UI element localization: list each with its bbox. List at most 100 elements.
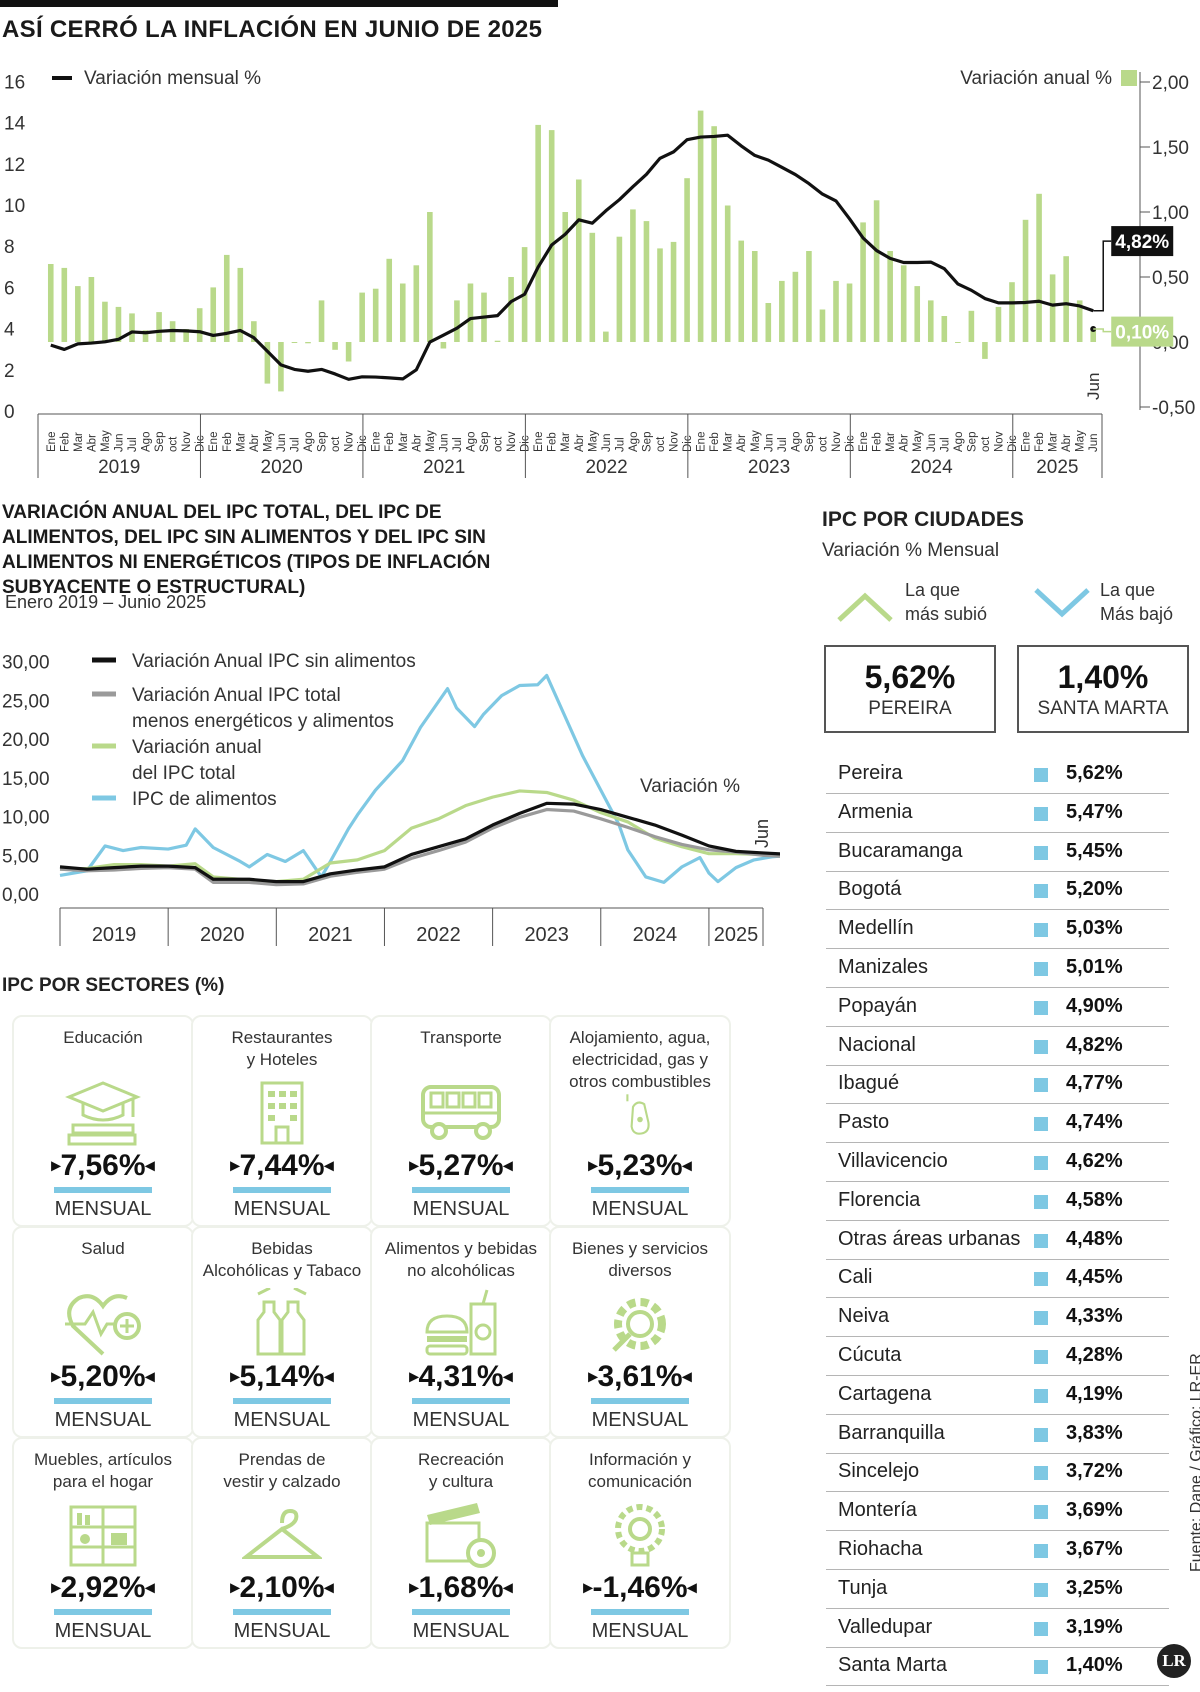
bar-label-leader	[1093, 328, 1112, 333]
month-tick: May	[750, 430, 762, 452]
month-tick: Ago	[465, 432, 477, 452]
city-row: Ibagué 4,77%	[826, 1066, 1169, 1105]
month-tick: Sep	[804, 432, 816, 452]
month-tick: Jul	[777, 437, 789, 452]
y-tick: 30,00	[2, 653, 50, 674]
sector-value-text: -1,46%	[592, 1571, 688, 1604]
city-marker	[1034, 1311, 1048, 1326]
city-marker	[1034, 1350, 1048, 1364]
sector-name-line: Educación	[63, 1028, 143, 1047]
sector-name-line: comunicación	[588, 1472, 692, 1491]
bar	[846, 283, 853, 342]
source-credit: Fuente: Dane / Gráfico: LR-ER	[1188, 1353, 1200, 1572]
sector-name-line: Transporte	[420, 1028, 502, 1047]
city-row: Sincelejo 3,72%	[826, 1454, 1169, 1493]
month-tick: Ago	[141, 432, 153, 452]
arrow-right-icon: ▸	[230, 1577, 240, 1597]
sector-unit: MENSUAL	[233, 1198, 331, 1220]
sector-name-line: Recreación	[418, 1450, 504, 1469]
sector-unit: MENSUAL	[412, 1198, 510, 1220]
year-label: 2019	[92, 924, 137, 946]
shelves-icon	[69, 1505, 137, 1567]
sector-name: Restaurantes y Hoteles	[193, 1027, 371, 1071]
sector-underline	[233, 1398, 331, 1404]
bar	[399, 283, 406, 342]
city-name: Manizales	[838, 956, 929, 978]
sector-unit: MENSUAL	[412, 1409, 510, 1431]
city-row: Villavicencio 4,62%	[826, 1144, 1169, 1182]
sector-unit: MENSUAL	[233, 1620, 331, 1642]
bar	[1009, 282, 1015, 342]
month-tick: May	[100, 430, 112, 452]
city-marker	[1034, 1621, 1048, 1636]
sector-name: Recreación y cultura	[372, 1449, 550, 1493]
sector-underline	[233, 1187, 331, 1193]
up-chevron-icon	[837, 592, 893, 622]
annual-line	[50, 133, 1094, 381]
month-tick: Jun	[438, 433, 450, 452]
lowest-city: SANTA MARTA	[1037, 698, 1169, 719]
month-tick: Feb	[547, 432, 559, 452]
sector-value-text: 7,56%	[60, 1149, 146, 1182]
bar	[332, 342, 338, 350]
hanger-icon	[240, 1508, 324, 1559]
y-left-tick: 4	[4, 320, 15, 341]
arrow-left-icon: ◂	[145, 1155, 155, 1175]
month-tick: oct	[168, 436, 180, 452]
bar	[142, 330, 149, 342]
city-row: Barranquilla 3,83%	[826, 1416, 1169, 1454]
month-tick: oct	[817, 436, 829, 452]
bar	[860, 222, 866, 342]
city-marker	[1034, 845, 1048, 860]
city-row: Medellín 5,03%	[826, 911, 1169, 950]
sector-name: Prendas de vestir y calzado	[193, 1449, 371, 1493]
bar	[102, 301, 108, 342]
legend-label: Variación Anual IPC sin alimentos	[132, 651, 416, 672]
sector-card: Restaurantes y Hoteles ▸7,44%◂ MENSUAL	[191, 1015, 373, 1227]
city-marker	[1034, 923, 1048, 938]
month-tick: Feb	[872, 432, 884, 452]
lowest-label: La que Más bajó	[1100, 580, 1174, 624]
year-label: 2021	[423, 457, 465, 478]
sector-name: Salud	[14, 1238, 192, 1260]
month-tick: May	[425, 430, 437, 452]
bar	[454, 300, 460, 342]
month-tick: Nov	[344, 431, 356, 452]
sector-name-line: Salud	[81, 1239, 125, 1258]
bar	[779, 280, 785, 342]
y-left-tick: 16	[4, 72, 25, 93]
jun-label: Jun	[1084, 373, 1103, 400]
sector-underline	[412, 1398, 510, 1404]
year-label: 2024	[910, 457, 953, 478]
sector-value-text: 3,61%	[597, 1360, 683, 1393]
arrow-right-icon: ▸	[409, 1366, 419, 1386]
y-tick: 5,00	[2, 846, 39, 867]
month-tick: Jun	[113, 433, 125, 452]
month-tick: Abr	[86, 434, 98, 452]
bar	[657, 248, 663, 342]
city-marker	[1034, 806, 1048, 821]
city-marker	[1034, 1660, 1048, 1675]
sector-grid: Educación ▸7,56%◂ MENSUAL Restaurantes y Hot…	[12, 1015, 768, 1685]
sector-value: ▸1,68%◂	[372, 1571, 550, 1605]
month-tick: Sep	[479, 432, 491, 452]
bar	[1049, 274, 1056, 342]
bar	[670, 241, 677, 342]
sector-icon	[612, 1092, 668, 1141]
sector-value: ▸3,61%◂	[551, 1360, 729, 1394]
sector-value: ▸5,23%◂	[551, 1149, 729, 1183]
arrow-right-icon: ▸	[230, 1366, 240, 1386]
city-row: Tunja 3,25%	[826, 1571, 1169, 1609]
city-value: 4,33%	[1066, 1305, 1123, 1328]
chart2-title: VARIACIÓN ANUAL DEL IPC TOTAL, DEL IPC D…	[2, 502, 491, 598]
city-value: 5,62%	[1066, 762, 1123, 784]
bar	[440, 342, 447, 349]
annual-ipc-lines-chart: 30,00 25,00 20,00 15,00 10,00 5,00 0,00 Variaci…	[2, 651, 780, 946]
sector-name: Información y comunicación	[551, 1449, 729, 1493]
bar	[1076, 300, 1083, 342]
city-value: 5,45%	[1066, 839, 1123, 862]
highest-city: PEREIRA	[868, 698, 952, 719]
sector-name-line: y Hoteles	[246, 1050, 318, 1069]
bar	[223, 254, 230, 342]
month-tick: Jun	[276, 433, 288, 452]
